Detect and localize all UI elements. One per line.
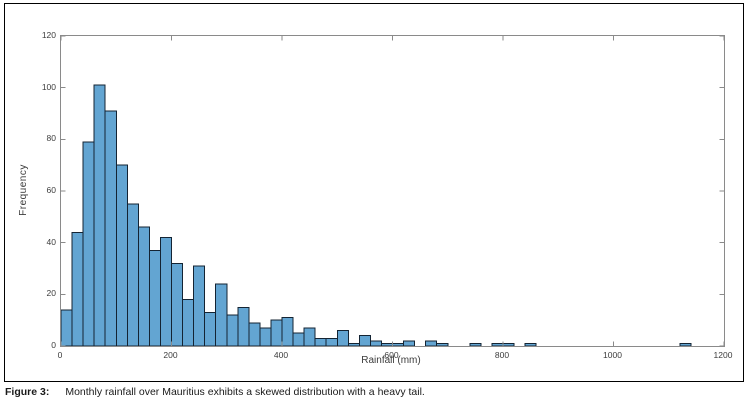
histogram-bar: [171, 262, 184, 346]
x-axis-title: Rainfall (mm): [361, 355, 421, 366]
x-tick-label: 0: [57, 350, 63, 360]
x-tick-label: 800: [494, 350, 510, 360]
y-tick-label: 40: [46, 236, 56, 247]
histogram-bar: [425, 340, 438, 346]
histogram-bar: [679, 342, 692, 346]
histogram-bar: [270, 319, 283, 346]
histogram-bar: [502, 342, 515, 346]
y-tick-label: 0: [51, 340, 56, 350]
histogram-bar: [182, 299, 195, 346]
histogram-bar: [392, 342, 405, 346]
figure-caption-text: Monthly rainfall over Mauritius exhibits…: [65, 386, 425, 398]
histogram-bar: [347, 342, 360, 346]
histogram-bar: [82, 141, 95, 346]
figure-caption-label: Figure 3:: [5, 386, 50, 398]
histogram-bar: [126, 203, 139, 346]
plot-area: [60, 35, 725, 347]
histogram-bar: [436, 342, 449, 346]
histogram-bar: [148, 249, 161, 346]
y-tick-label: 20: [46, 288, 56, 299]
histogram-bar: [491, 342, 504, 346]
x-tick-label: 1200: [713, 350, 733, 360]
histogram-bar: [303, 327, 316, 346]
y-tick-label: 100: [41, 81, 56, 92]
histogram-bar: [336, 330, 349, 346]
x-tick-label: 400: [273, 350, 289, 360]
histogram-bar: [281, 317, 294, 346]
histogram-bar: [469, 342, 482, 346]
y-tick-label: 80: [46, 133, 56, 144]
histogram-bar: [226, 314, 239, 346]
x-tick-label: 200: [163, 350, 178, 360]
histogram-bar: [358, 335, 371, 346]
histogram-bar: [403, 340, 416, 346]
histogram-bar: [204, 311, 217, 346]
histogram-bar: [380, 342, 394, 346]
histogram-bar: [248, 322, 261, 346]
histogram-bar: [237, 306, 250, 346]
histogram-bar: [314, 337, 327, 346]
y-tick-label: 60: [46, 185, 56, 195]
y-tick-label: 120: [41, 30, 56, 40]
x-tick-label: 1000: [603, 350, 622, 360]
x-tick-label: 600: [384, 350, 399, 360]
histogram-bar: [259, 327, 272, 346]
histogram-bar: [104, 110, 117, 346]
histogram-bar: [115, 164, 128, 346]
histogram-bar: [61, 309, 73, 346]
histogram-bar: [292, 332, 305, 346]
histogram-svg: [61, 36, 724, 346]
chart-frame: Frequency 0 20 40 60 80 100 120 0 200 400 600 800 1…: [4, 3, 744, 382]
histogram-bar: [524, 342, 537, 346]
histogram-bar: [369, 340, 382, 346]
histogram-bar: [325, 337, 338, 346]
figure-caption: Figure 3: Monthly rainfall over Mauritius…: [5, 386, 745, 398]
histogram-bar: [215, 283, 228, 346]
histogram-bar: [93, 84, 106, 346]
histogram-bar: [137, 226, 150, 346]
histogram-bar: [159, 237, 172, 346]
histogram-bar: [71, 231, 84, 346]
histogram-bar: [193, 265, 206, 346]
